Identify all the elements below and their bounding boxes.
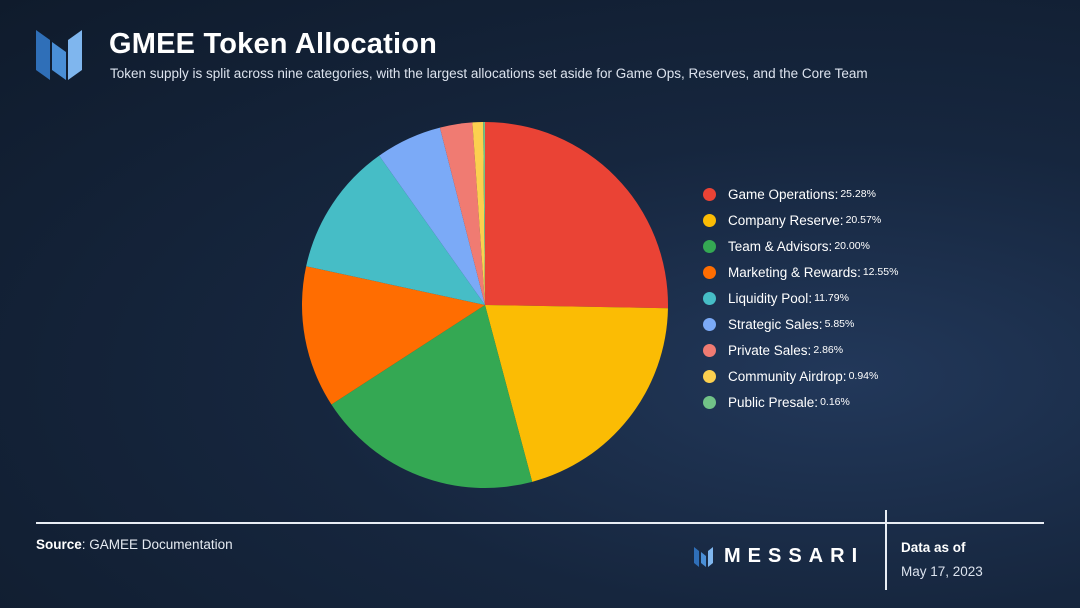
brand-wordmark: MESSARI	[694, 545, 864, 568]
messari-mark-icon	[694, 546, 713, 567]
legend-percent: 12.55%	[862, 266, 899, 278]
chart-legend: Game Operations:25.28% Company Reserve:20…	[703, 181, 898, 415]
data-as-of-date: May 17, 2023	[901, 564, 983, 579]
legend-label: Community Airdrop	[728, 368, 843, 384]
footer-vertical-divider	[885, 510, 887, 590]
legend-item: Game Operations:25.28%	[703, 181, 898, 207]
legend-separator: :	[828, 238, 833, 254]
legend-percent: 0.94%	[848, 370, 879, 382]
pie-slice-6	[439, 122, 485, 305]
source-text: : GAMEE Documentation	[81, 537, 233, 552]
legend-percent: 5.85%	[824, 318, 855, 330]
legend-swatch	[703, 369, 716, 383]
legend-percent: 2.86%	[813, 344, 844, 356]
source-label: Source	[36, 537, 82, 552]
legend-separator: :	[814, 394, 819, 410]
pie-slice-3	[302, 266, 485, 405]
legend-label: Strategic Sales	[728, 316, 819, 332]
page-title: GMEE Token Allocation	[109, 28, 438, 60]
legend-separator: :	[807, 342, 812, 358]
legend-label: Company Reserve	[728, 212, 840, 228]
legend-item: Community Airdrop:0.94%	[703, 363, 898, 389]
pie-slice-2	[331, 305, 533, 488]
legend-item: Team & Advisors:20.00%	[703, 233, 898, 259]
legend-separator: :	[818, 316, 823, 332]
legend-label: Team & Advisors	[728, 238, 829, 254]
legend-item: Private Sales:2.86%	[703, 337, 898, 363]
source-note: Source: GAMEE Documentation	[36, 537, 233, 552]
legend-label: Public Presale	[728, 394, 815, 410]
legend-item: Marketing & Rewards:12.55%	[703, 259, 898, 285]
legend-percent: 20.00%	[834, 240, 870, 252]
legend-swatch	[703, 239, 716, 253]
legend-item: Public Presale:0.16%	[703, 389, 898, 415]
legend-swatch	[703, 265, 716, 279]
legend-item: Liquidity Pool:11.79%	[703, 285, 898, 311]
legend-separator: :	[857, 264, 861, 280]
legend-item: Strategic Sales:5.85%	[703, 311, 898, 337]
legend-label: Game Operations	[728, 186, 835, 202]
pie-chart	[302, 122, 668, 488]
legend-percent: 11.79%	[814, 292, 849, 304]
legend-item: Company Reserve:20.57%	[703, 207, 898, 233]
pie-slice-5	[379, 127, 485, 305]
legend-separator: :	[808, 290, 813, 306]
legend-swatch	[703, 343, 716, 357]
pie-slice-7	[472, 122, 485, 305]
pie-slice-4	[306, 155, 485, 305]
messari-logo-icon	[36, 30, 82, 80]
pie-slice-0	[485, 122, 668, 309]
legend-label: Marketing & Rewards	[728, 264, 858, 280]
legend-percent: 20.57%	[845, 214, 882, 226]
legend-label: Private Sales	[728, 342, 808, 358]
footer-divider	[36, 522, 1044, 524]
legend-separator: :	[842, 368, 847, 384]
data-as-of-label: Data as of	[901, 540, 966, 555]
legend-percent: 25.28%	[840, 188, 876, 200]
legend-separator: :	[839, 212, 844, 228]
page-subtitle: Token supply is split across nine catego…	[110, 66, 868, 81]
legend-separator: :	[834, 186, 839, 202]
brand-name: MESSARI	[724, 545, 865, 567]
legend-label: Liquidity Pool	[728, 290, 809, 306]
legend-percent: 0.16%	[820, 396, 850, 408]
legend-swatch	[703, 395, 716, 409]
legend-swatch	[703, 317, 716, 331]
pie-slice-8	[483, 122, 485, 305]
legend-swatch	[703, 187, 716, 201]
pie-slice-1	[485, 305, 668, 482]
legend-swatch	[703, 291, 716, 305]
legend-swatch	[703, 213, 716, 227]
